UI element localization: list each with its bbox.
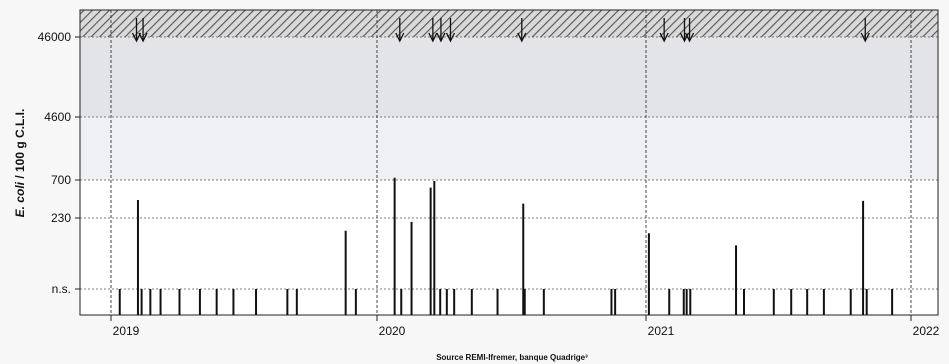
- arrow-head: [684, 32, 695, 43]
- y-tick-label: 46000: [38, 30, 72, 44]
- arrow-head: [428, 32, 438, 43]
- down-arrow-icon: [860, 18, 870, 43]
- down-arrow-icon: [659, 18, 669, 43]
- arrow-head: [138, 32, 148, 43]
- x-tick-label: 2019: [113, 324, 140, 338]
- source-caption: Source REMI-Ifremer, banque Quadrige³: [436, 353, 588, 362]
- x-tick-label: 2022: [913, 324, 940, 338]
- band-700-4600: [80, 117, 938, 180]
- band-hatched-above-46000: [80, 10, 938, 37]
- arrow-head: [436, 32, 446, 43]
- y-tick-label: 230: [51, 211, 71, 225]
- y-axis-ticks: n.s. 230 700 4600 46000: [38, 30, 80, 296]
- arrow-head: [659, 32, 669, 43]
- down-arrow-icon: [131, 18, 142, 43]
- y-tick-label: n.s.: [52, 282, 71, 296]
- down-arrow-icon: [395, 18, 405, 43]
- bars: [118, 177, 894, 315]
- down-arrow-icon: [684, 18, 695, 43]
- y-tick-label: 4600: [44, 110, 71, 124]
- down-arrow-icon: [517, 18, 527, 43]
- arrow-head: [445, 32, 456, 43]
- down-arrow-icon: [138, 18, 148, 43]
- arrow-head: [395, 32, 405, 43]
- arrow-head: [131, 32, 142, 43]
- down-arrow-icon: [445, 18, 456, 43]
- x-axis-ticks: 2019 2020 2021 2022: [110, 315, 940, 338]
- down-arrow-icon: [436, 18, 446, 43]
- x-tick-label: 2021: [648, 324, 675, 338]
- y-axis-title: E. coli / 100 g C.L.I.: [13, 109, 27, 218]
- arrow-head: [517, 32, 527, 43]
- x-tick-label: 2020: [379, 324, 406, 338]
- y-tick-label: 700: [51, 173, 71, 187]
- arrow-head: [860, 32, 870, 43]
- band-below: [80, 245, 938, 315]
- plot-frame: [79, 9, 939, 316]
- threshold-bands: [80, 10, 938, 315]
- arrow-markers: [131, 18, 870, 43]
- grid-lines: [80, 10, 938, 315]
- band-4600-46000: [80, 37, 938, 117]
- down-arrow-icon: [428, 18, 438, 43]
